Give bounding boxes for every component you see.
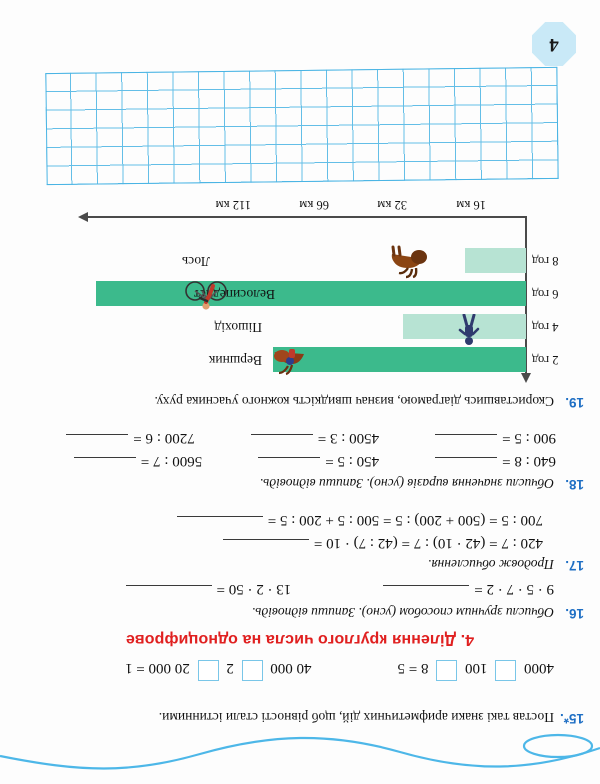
section-heading: 4. Ділення круглого числа на одноцифрове	[125, 631, 475, 648]
eq1-right: 8 = 5	[397, 660, 429, 676]
expression-item: 4500 : 3 =	[250, 429, 380, 446]
eq2-operator-box-2[interactable]	[197, 660, 219, 681]
expr-text: 640 : 8 =	[502, 453, 556, 469]
expression-item: 450 : 5 =	[258, 452, 379, 469]
task-19: 19. Скориставшись діаграмою, визнач швид…	[0, 393, 600, 410]
expression-item: 640 : 8 =	[435, 452, 556, 469]
answer-blank[interactable]	[66, 434, 129, 446]
answer-blank[interactable]	[383, 585, 470, 597]
task-19-prompt: Скориставшись діаграмою, визнач швидкіст…	[154, 394, 555, 409]
grid-paper-area[interactable]	[45, 66, 559, 186]
chart-series-label-rider: Вершник	[208, 353, 262, 368]
pedestrian-icon	[458, 314, 480, 346]
chart-xtick-2: 66 км	[299, 198, 329, 212]
chart-ytick-1: 4 год	[532, 320, 559, 334]
task-15-equations: 4000 100 8 = 5 40 000 2 20 000 = 1	[34, 659, 554, 681]
equation-row: 4000 100 8 = 5	[398, 659, 554, 681]
chart-ytick-0: 2 год	[532, 353, 559, 367]
task-17-prompt: Продовж обчислення.	[427, 557, 554, 572]
grid-frame	[45, 66, 559, 186]
expr-text: 420 : 7 = (42 · 10) : 7 = (42 : 7) · 10 …	[313, 535, 543, 551]
chart-series-label-elk: Лось	[181, 254, 210, 269]
expr-text: 9 · 5 · 7 · 2 =	[474, 581, 554, 597]
chart-xtick-3: 112 км	[215, 198, 251, 212]
task-17-number: 17.	[565, 558, 584, 573]
eq1-operator-box-2[interactable]	[436, 660, 458, 681]
task-18: 18. Обчисли значення виразів (усно). Зап…	[0, 475, 600, 492]
task-16-prompt: Обчисли зручним способом (усно). Запиши …	[251, 605, 554, 620]
task-17-line-1: 420 : 7 = (42 · 10) : 7 = (42 : 7) · 10 …	[222, 534, 543, 551]
expr-text: 900 : 5 =	[502, 430, 556, 446]
task-18-prompt: Обчисли значення виразів (усно). Запиши …	[259, 476, 554, 491]
chart-xtick-1: 32 км	[377, 198, 407, 212]
answer-blank[interactable]	[222, 539, 309, 551]
task-15: 15*. Постав такі знаки арифметичних дій,…	[0, 709, 600, 726]
eq1-left: 4000	[524, 660, 554, 676]
answer-blank[interactable]	[250, 434, 313, 446]
chart-ytick-2: 6 год	[532, 287, 559, 301]
answer-blank[interactable]	[258, 457, 321, 469]
chart-series-label-pedestrian: Пішохід	[214, 320, 262, 335]
task-16-expressions: 9 · 5 · 7 · 2 = 13 · 2 · 50 =	[125, 580, 554, 597]
task-19-number: 19.	[565, 395, 584, 410]
expr-text: 13 · 2 · 50 =	[216, 581, 292, 597]
expression-item: 5600 : 7 =	[73, 452, 203, 469]
rider-icon	[268, 342, 312, 376]
decorative-wave	[0, 733, 600, 770]
chart-xtick-0: 16 км	[456, 198, 486, 212]
task-18-row-1: 640 : 8 = 450 : 5 = 5600 : 7 =	[73, 452, 556, 469]
expr-text: 4500 : 3 =	[317, 430, 380, 446]
expression-item: 900 : 5 =	[435, 429, 556, 446]
eq2-left: 40 000	[270, 660, 312, 676]
expression-item: 13 · 2 · 50 =	[125, 580, 292, 597]
task-16: 16. Обчисли зручним способом (усно). Зап…	[0, 604, 600, 621]
eq2-right: 20 000 = 1	[125, 660, 190, 676]
speed-bar-chart: 2 год 4 год 6 год 8 год Вершник Пішохід …	[0, 190, 600, 380]
task-15-prompt: Постав такі знаки арифметичних дій, щоб …	[158, 710, 554, 725]
equation-row: 40 000 2 20 000 = 1	[125, 659, 312, 681]
chart-x-axis	[87, 216, 527, 218]
expr-text: 5600 : 7 =	[140, 453, 203, 469]
answer-blank[interactable]	[73, 457, 136, 469]
expression-item: 9 · 5 · 7 · 2 =	[383, 580, 554, 597]
task-18-number: 18.	[565, 477, 584, 492]
expression-item: 700 : 5 = (500 + 200) : 5 = 500 : 5 + 20…	[176, 511, 543, 528]
eq2-mid: 2	[226, 660, 234, 676]
task-16-number: 16.	[565, 606, 584, 621]
expr-text: 7200 : 6 =	[133, 430, 195, 446]
eq1-operator-box-1[interactable]	[495, 660, 517, 681]
page-number-badge: 4	[532, 22, 576, 66]
expr-text: 450 : 5 =	[325, 453, 380, 469]
page-number: 4	[549, 34, 559, 55]
bar-elk	[465, 248, 526, 273]
eq2-operator-box-1[interactable]	[241, 660, 263, 681]
expr-text: 700 : 5 = (500 + 200) : 5 = 500 : 5 + 20…	[267, 512, 543, 528]
task-17-line-2: 700 : 5 = (500 + 200) : 5 = 500 : 5 + 20…	[176, 511, 543, 528]
expression-item: 420 : 7 = (42 · 10) : 7 = (42 : 7) · 10 …	[222, 534, 543, 551]
task-18-row-2: 900 : 5 = 4500 : 3 = 7200 : 6 =	[66, 429, 556, 446]
answer-blank[interactable]	[125, 585, 212, 597]
elk-icon	[386, 245, 430, 279]
answer-blank[interactable]	[435, 457, 498, 469]
task-15-number: 15*.	[559, 711, 584, 726]
eq1-mid: 100	[465, 660, 488, 676]
answer-blank[interactable]	[176, 516, 263, 528]
bar-cyclist	[96, 281, 526, 306]
task-17: 17. Продовж обчислення.	[0, 556, 600, 573]
chart-ytick-3: 8 год	[532, 254, 559, 268]
answer-blank[interactable]	[435, 434, 498, 446]
cyclist-icon	[184, 278, 228, 312]
expression-item: 7200 : 6 =	[66, 429, 195, 446]
